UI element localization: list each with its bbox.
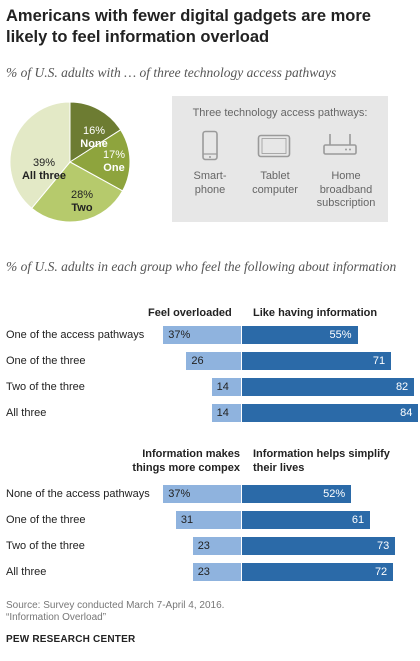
bar-left (163, 485, 241, 503)
bars-subtitle: % of U.S. adults in each group who feel … (6, 259, 397, 274)
bar-left (163, 326, 241, 344)
bar-left-value: 31 (180, 514, 194, 526)
tablet-icon (257, 134, 291, 158)
col-head-line: Information helps simplify (253, 448, 390, 460)
col-head-more-complex: Information makes things more compex (125, 448, 240, 475)
pie-category-label: None (80, 138, 108, 150)
pie-value-label: 17% (103, 149, 125, 161)
bar-left (192, 537, 241, 555)
row-label: One of the three (6, 514, 86, 526)
bar-left-value: 14 (216, 407, 229, 419)
bar-left-value: 37% (168, 329, 191, 341)
bar-right-value: 55% (329, 329, 352, 341)
bar-right (242, 326, 358, 344)
row-label: Two of the three (6, 381, 85, 393)
source-line: Source: Survey conducted March 7-April 4… (6, 600, 225, 611)
pathway-label-line: Tablet (260, 170, 290, 182)
pie-category-label: Two (71, 202, 92, 214)
bar-left (175, 511, 241, 529)
pie-value-label: 28% (71, 189, 93, 201)
bar-right (242, 537, 396, 555)
col-head-line: their lives (253, 461, 305, 474)
pathways-title: Three technology access pathways: (192, 107, 368, 119)
pathway-label-line: broadband (319, 183, 373, 196)
pie-slice-all-three (9, 101, 71, 209)
bar-right-value: 72 (374, 566, 388, 578)
bar-right-value: 73 (377, 540, 390, 552)
pathways-box: Three technology access pathways: Smart-… (172, 96, 388, 222)
pathway-label-tablet: Tablet computer (238, 170, 312, 197)
pathway-label-line: subscription (316, 197, 376, 209)
row-label: One of the access pathways (6, 329, 145, 341)
row-label: Two of the three (6, 540, 85, 552)
pathway-label-line: phone (194, 183, 226, 196)
bar-right (242, 378, 415, 396)
bar-left-value: 26 (191, 355, 204, 367)
row-label: All three (6, 407, 47, 419)
col-head-like-information: Like having information (253, 307, 378, 319)
row-label: One of the three (6, 355, 86, 367)
bar-right (242, 563, 394, 581)
bar-left-value: 23 (197, 566, 210, 578)
bar-left (192, 563, 241, 581)
pie-subtitle: % of U.S. adults with … of three technol… (6, 65, 337, 80)
col-head-line: Information makes (142, 448, 240, 460)
bar-right-value: 82 (395, 381, 409, 393)
smartphone-icon (202, 130, 218, 161)
bar-left-value: 23 (197, 540, 210, 552)
pie-value-label: 16% (83, 125, 105, 137)
bar-left-value: 14 (216, 381, 229, 393)
source-line: “Information Overload” (6, 611, 107, 623)
pathway-label-line: computer (252, 183, 298, 196)
router-icon (323, 134, 357, 155)
bar-left (186, 352, 241, 370)
col-head-line: things more compex (132, 461, 240, 474)
bar-left (211, 378, 241, 396)
bar-left (211, 404, 241, 422)
pathway-label-line: Smart- (193, 170, 227, 182)
pie-slice-none (69, 101, 122, 163)
pie-category-label: One (103, 162, 124, 174)
row-label: None of the access pathways (6, 488, 150, 500)
col-head-feel-overloaded: Feel overloaded (148, 307, 232, 319)
pathway-label-line: Home (331, 170, 361, 182)
brand-logo-text: PEW RESEARCH CENTER (6, 634, 136, 645)
bar-left-value: 37% (168, 488, 191, 500)
col-head-helps-simplify: Information helps simplify their lives (253, 448, 413, 475)
bar-right-value: 84 (400, 407, 413, 419)
bar-right (242, 352, 392, 370)
pathway-label-smartphone: Smart- phone (172, 170, 248, 197)
bar-right-value: 61 (351, 514, 365, 526)
bar-right-value: 52% (323, 488, 346, 500)
bar-right (242, 511, 371, 529)
row-label: All three (6, 566, 47, 578)
source-note: Source: Survey conducted March 7-April 4… (6, 600, 224, 623)
pie-slice-two (31, 161, 124, 223)
pathway-label-broadband: Home broadband subscription (306, 170, 386, 211)
bar-right-value: 71 (372, 355, 386, 367)
pie-category-label: All three (22, 170, 66, 182)
bar-right (242, 485, 352, 503)
bar-right (242, 404, 419, 422)
chart-title: Americans with fewer digital gadgets are… (6, 7, 371, 46)
pie-slice-one (69, 129, 131, 192)
pie-value-label: 39% (33, 157, 55, 169)
